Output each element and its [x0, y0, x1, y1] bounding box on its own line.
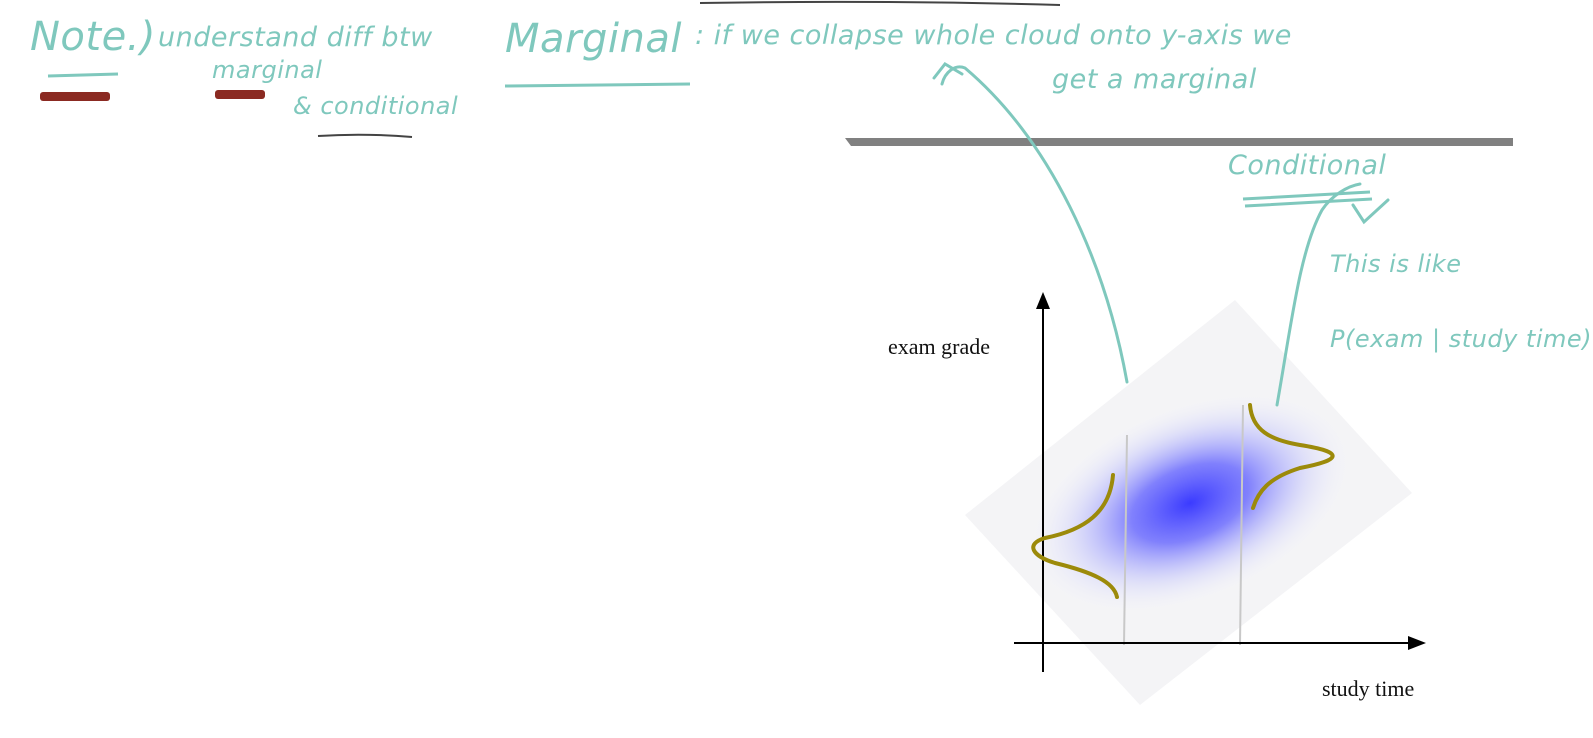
slice-line-left — [1123, 434, 1128, 646]
marginal-density-curve — [1031, 473, 1119, 599]
slide-edge-small — [317, 133, 413, 138]
note-underline — [47, 72, 119, 78]
conditional-line-2: P(exam | study time) — [1330, 325, 1593, 353]
joint-density-cloud — [1023, 389, 1357, 617]
marginal-underline — [504, 82, 691, 88]
conditional-density-curve — [1248, 403, 1335, 510]
slide-fragment-2 — [215, 90, 265, 99]
slide-fragment-1 — [40, 92, 110, 101]
x-axis-label: study time — [1322, 676, 1415, 701]
note-line-3: & conditional — [293, 92, 459, 120]
note-text: understand diff btw — [158, 22, 433, 53]
y-axis-arrow — [1036, 292, 1050, 309]
marginal-title: Marginal — [505, 16, 682, 62]
conditional-line-1: This is like — [1330, 250, 1462, 278]
conditional-check — [1351, 198, 1390, 225]
marginal-arrow-head — [932, 62, 964, 80]
x-axis-arrow — [1408, 636, 1426, 650]
y-axis-label: exam grade — [888, 334, 990, 359]
marginal-text: : if we collapse whole cloud onto y-axis… — [695, 20, 1292, 51]
note-line-2: marginal — [212, 56, 323, 84]
note-label: Note.) — [30, 14, 157, 60]
conditional-title: Conditional — [1228, 150, 1387, 181]
slide-header-bar — [845, 138, 1513, 146]
conditional-connector — [1275, 182, 1362, 407]
conditional-underline — [1242, 190, 1373, 208]
slide-edge-top — [699, 0, 1061, 6]
slice-line-right — [1239, 404, 1244, 646]
marginal-line-2: get a marginal — [1052, 64, 1257, 95]
